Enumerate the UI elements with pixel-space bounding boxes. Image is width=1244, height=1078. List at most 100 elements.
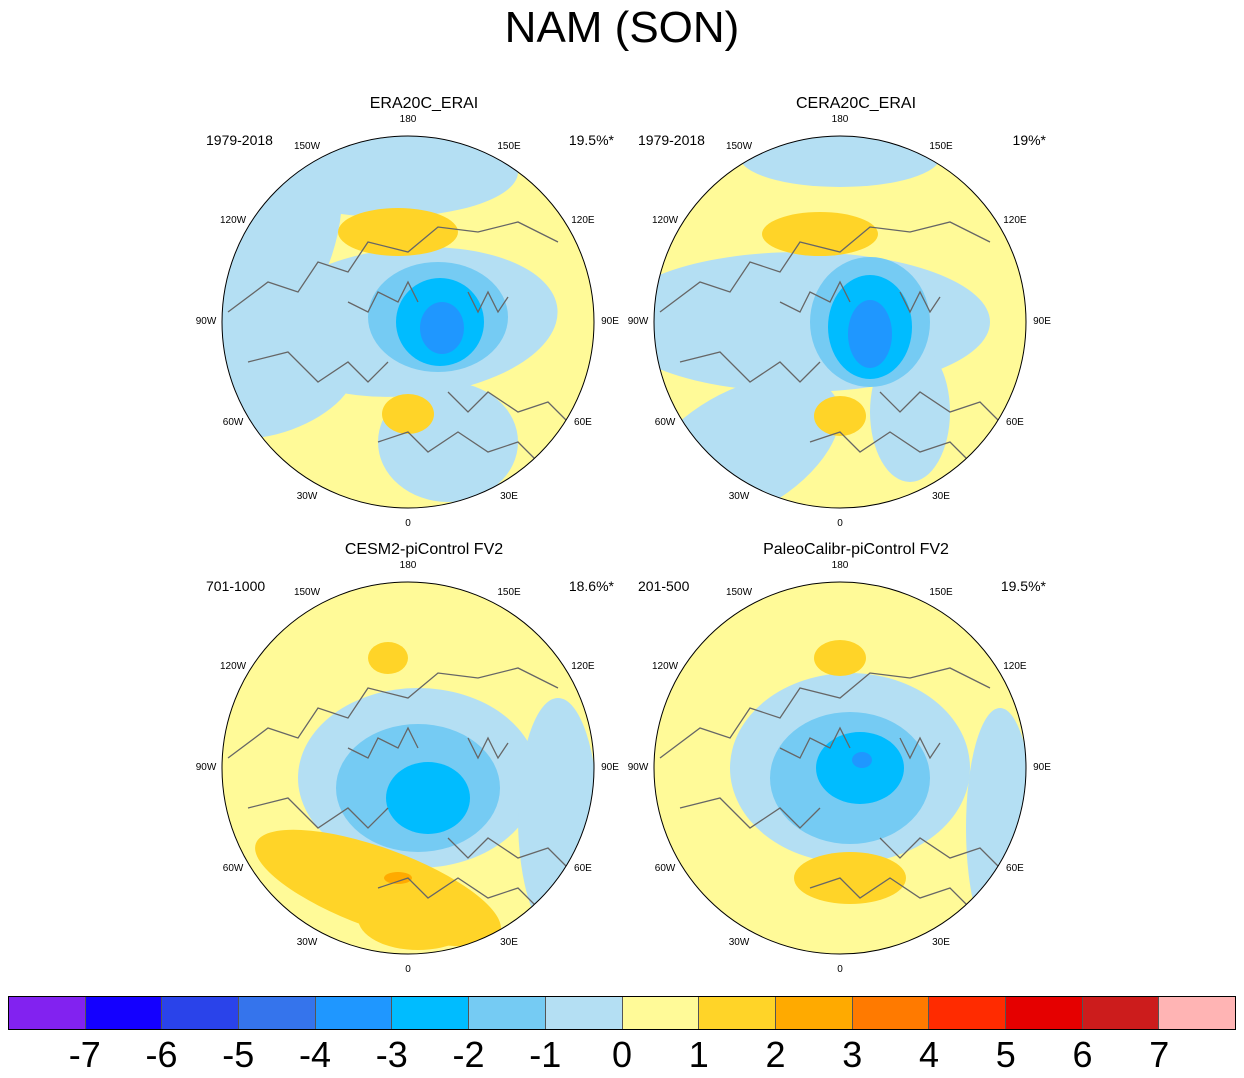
polar-map xyxy=(221,135,595,509)
coastline xyxy=(779,726,851,759)
polar-map xyxy=(653,135,1027,509)
coastline xyxy=(809,877,981,919)
longitude-label: 180 xyxy=(831,560,849,571)
map-border xyxy=(221,581,595,955)
longitude-label: 0 xyxy=(405,964,411,975)
longitude-label: 120E xyxy=(571,215,595,226)
longitude-label: 60E xyxy=(574,863,592,874)
panel-period: 201-500 xyxy=(638,578,690,594)
coastline xyxy=(899,290,941,314)
panel-explained-variance: 19%* xyxy=(1012,132,1046,148)
longitude-label: 90W xyxy=(195,316,217,327)
longitude-label: 150W xyxy=(293,141,321,153)
coastline xyxy=(679,351,821,383)
map-panel-paleo: PaleoCalibr-piControl FV2 201-500 19.5%*… xyxy=(628,540,1076,975)
longitude-label: 90W xyxy=(627,316,649,327)
panel-period: 701-1000 xyxy=(206,578,266,594)
coastline xyxy=(377,877,549,919)
map-panel-cesm2: CESM2-piControl FV2 701-1000 18.6%* 180 1… xyxy=(196,540,644,975)
longitude-label: 120W xyxy=(652,661,679,672)
panel-period: 1979-2018 xyxy=(638,132,705,148)
colorbar-tick-label: 3 xyxy=(842,1034,863,1075)
colorbar-tick-label: 7 xyxy=(1149,1034,1170,1075)
colorbar-tick-label: -1 xyxy=(529,1034,562,1075)
panel-title: ERA20C_ERAI xyxy=(369,95,479,112)
colorbar-tick-label: -5 xyxy=(222,1034,255,1075)
longitude-label: 60E xyxy=(1006,417,1024,428)
panel-title: PaleoCalibr-piControl FV2 xyxy=(763,541,949,558)
longitude-label: 150W xyxy=(293,587,321,599)
longitude-label: 120W xyxy=(220,661,247,672)
coastline xyxy=(377,431,549,473)
contour-region xyxy=(814,640,866,676)
colorbar-tick-label: -7 xyxy=(68,1034,101,1075)
colorbar-box xyxy=(775,997,853,1029)
longitude-label: 150E xyxy=(497,587,521,599)
longitude-label: 30E xyxy=(932,490,950,502)
colorbar-tick-label: -3 xyxy=(375,1034,408,1075)
map-panel-cera20c: CERA20C_ERAI 1979-2018 19%* 180 150E 120E 9… xyxy=(628,94,1076,529)
colorbar-tick-label: 1 xyxy=(688,1034,709,1075)
contour-region xyxy=(338,208,458,256)
longitude-label: 150E xyxy=(497,141,521,153)
longitude-label: 90E xyxy=(601,316,619,327)
longitude-label: 150W xyxy=(725,141,753,153)
contour-region xyxy=(386,762,470,834)
polar-map xyxy=(221,581,595,955)
colorbar-box xyxy=(929,997,1006,1029)
contour-region xyxy=(518,698,594,938)
coastline xyxy=(879,837,1011,879)
panel-explained-variance: 19.5%* xyxy=(568,132,614,148)
longitude-label: 120E xyxy=(1003,661,1027,672)
map-border xyxy=(221,135,595,509)
colorbar-box xyxy=(239,997,316,1029)
longitude-label: 60W xyxy=(654,417,676,428)
longitude-label: 30E xyxy=(500,490,518,502)
coastline xyxy=(467,290,509,314)
longitude-label: 150E xyxy=(929,587,953,599)
longitude-label: 90E xyxy=(1033,762,1051,773)
longitude-label: 90W xyxy=(627,762,649,773)
contour-region xyxy=(852,752,872,768)
contour-region xyxy=(368,642,408,674)
coastline xyxy=(899,736,941,760)
coastline xyxy=(659,667,991,759)
longitude-label: 120E xyxy=(1003,215,1027,226)
panel-title: CESM2-piControl FV2 xyxy=(344,541,504,558)
longitude-label: 120E xyxy=(571,661,595,672)
contour-region xyxy=(816,732,904,804)
contour-region xyxy=(358,886,478,950)
contour-region xyxy=(966,708,1026,948)
colorbar-tick-label: -4 xyxy=(298,1034,332,1075)
longitude-label: 0 xyxy=(837,964,843,975)
contour-region xyxy=(814,396,866,436)
coastline xyxy=(679,797,821,829)
colorbar-tick-label: -6 xyxy=(145,1034,178,1075)
longitude-label: 60W xyxy=(222,417,244,428)
colorbar-tick-label: 4 xyxy=(918,1034,940,1075)
coastline xyxy=(227,667,559,759)
colorbar-box xyxy=(392,997,470,1029)
coastline xyxy=(809,431,981,473)
contour-region xyxy=(794,852,906,904)
longitude-label: 150E xyxy=(929,141,953,153)
colorbar-box xyxy=(1005,997,1083,1029)
coastline xyxy=(227,221,559,313)
coastline xyxy=(779,280,851,313)
colorbar-box xyxy=(315,997,393,1029)
longitude-label: 120W xyxy=(220,215,247,226)
colorbar-tick-label: 0 xyxy=(611,1034,633,1075)
coastline xyxy=(467,736,509,760)
longitude-label: 150W xyxy=(725,587,753,599)
colorbar-box xyxy=(852,997,930,1029)
colorbar-tick-label: 6 xyxy=(1072,1034,1093,1075)
longitude-label: 120W xyxy=(652,215,679,226)
map-border xyxy=(653,135,1027,509)
panel-period: 1979-2018 xyxy=(206,132,273,148)
longitude-label: 30E xyxy=(932,936,950,948)
contour-region xyxy=(848,300,892,368)
colorbar-box xyxy=(469,997,546,1029)
colorbar-box xyxy=(622,997,700,1029)
colorbar-box xyxy=(699,997,776,1029)
panel-explained-variance: 18.6%* xyxy=(568,578,614,594)
